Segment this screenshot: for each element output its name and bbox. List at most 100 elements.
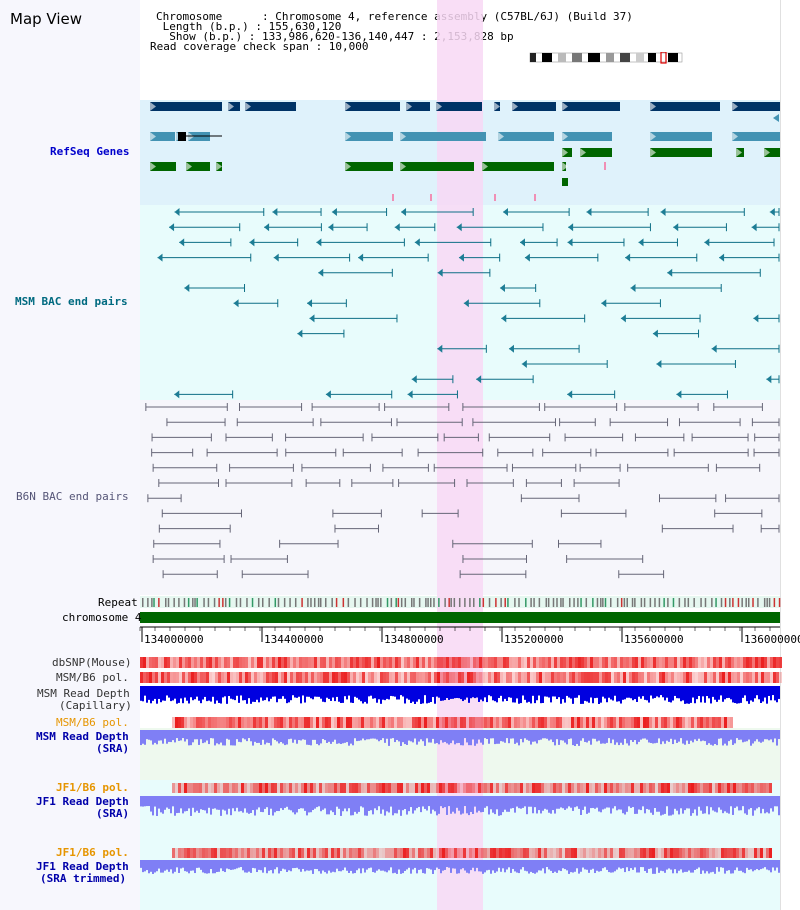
polymorphism-cell [503, 672, 506, 683]
polymorphism-cell [416, 672, 419, 683]
polymorphism-cell [743, 657, 746, 668]
read-depth-bar [364, 730, 366, 741]
read-depth-bar [646, 860, 648, 873]
polymorphism-cell [562, 848, 565, 858]
read-depth-bar [268, 730, 270, 743]
read-depth-bar [776, 686, 778, 703]
gene-block [186, 162, 210, 171]
read-depth-bar [394, 730, 396, 743]
jf1-b6-pol-trim-label[interactable]: JF1/B6 pol. [56, 846, 129, 859]
read-depth-bar [184, 730, 186, 742]
read-depth-bar [270, 860, 272, 871]
polymorphism-cell [466, 783, 469, 793]
b6n-bac-label[interactable]: B6N BAC end pairs [16, 490, 129, 503]
dbsnp-label[interactable]: dbSNP(Mouse) [52, 656, 132, 669]
polymorphism-cell [407, 657, 410, 668]
read-depth-bar [482, 730, 484, 745]
polymorphism-cell [679, 717, 682, 728]
polymorphism-cell [692, 657, 695, 668]
repeat-element [596, 598, 599, 607]
read-depth-bar [280, 796, 282, 809]
polymorphism-cell [542, 657, 545, 668]
repeat-element [335, 598, 338, 607]
read-depth-bar [364, 796, 366, 816]
polymorphism-cell [218, 657, 221, 668]
read-depth-bar [498, 796, 500, 816]
read-depth-bar [284, 860, 286, 870]
read-depth-bar [334, 686, 336, 702]
polymorphism-cell [706, 717, 709, 728]
polymorphism-cell [683, 657, 686, 668]
jf1-b6-pol-label[interactable]: JF1/B6 pol. [56, 781, 129, 794]
read-depth-bar [666, 686, 668, 698]
polymorphism-cell [589, 783, 592, 793]
read-depth-bar [474, 686, 476, 699]
polymorphism-cell [703, 848, 706, 858]
polymorphism-cell [286, 717, 289, 728]
read-depth-bar [662, 860, 664, 872]
read-depth-bar [634, 796, 636, 814]
repeat-element [283, 598, 286, 607]
polymorphism-cell [556, 783, 559, 793]
polymorphism-cell [460, 717, 463, 728]
read-depth-bar [194, 730, 196, 740]
read-depth-bar [378, 860, 380, 870]
polymorphism-cell [223, 783, 226, 793]
read-depth-bar [406, 796, 408, 815]
chromosome-ideogram[interactable] [528, 52, 688, 64]
read-depth-bar [720, 730, 722, 739]
polymorphism-cell [736, 848, 739, 858]
read-depth-bar [664, 730, 666, 744]
polymorphism-cell [764, 672, 767, 683]
read-depth-bar [634, 860, 636, 868]
polymorphism-cell [232, 783, 235, 793]
read-depth-bar [774, 860, 776, 871]
jf1-depth-label[interactable]: JF1 Read Depth [36, 795, 129, 808]
polymorphism-cell [596, 672, 599, 683]
read-depth-bar [668, 686, 670, 702]
read-depth-bar [406, 686, 408, 699]
polymorphism-cell [532, 717, 535, 728]
msm-b6-pol-label[interactable]: MSM/B6 pol. [56, 671, 129, 684]
read-depth-bar [258, 860, 260, 870]
polymorphism-cell [586, 848, 589, 858]
refseq-genes-label[interactable]: RefSeq Genes [50, 145, 130, 158]
selection-highlight[interactable] [437, 0, 483, 910]
read-depth-bar [440, 796, 442, 807]
polymorphism-cell [680, 657, 683, 668]
read-depth-bar [154, 686, 156, 699]
read-depth-bar [664, 686, 666, 701]
read-depth-bar [310, 796, 312, 813]
read-depth-bar [224, 860, 226, 873]
read-depth-bar [424, 796, 426, 809]
polymorphism-cell [533, 672, 536, 683]
read-depth-bar [712, 686, 714, 697]
polymorphism-cell [568, 848, 571, 858]
jf1-depth-trim-label[interactable]: JF1 Read Depth [36, 860, 129, 873]
msm-b6-pol-sra-label[interactable]: MSM/B6 pol. [56, 716, 129, 729]
read-depth-bar [448, 686, 450, 700]
polymorphism-cell [422, 657, 425, 668]
read-depth-bar [570, 796, 572, 808]
read-depth-bar [242, 796, 244, 813]
msm-bac-label[interactable]: MSM BAC end pairs [15, 295, 128, 308]
chromosome-label[interactable]: chromosome 4 [62, 611, 142, 624]
read-depth-bar [650, 686, 652, 696]
gene-block [400, 132, 486, 141]
read-depth-bar [396, 686, 398, 700]
msm-depth-sra-label[interactable]: MSM Read Depth [36, 730, 129, 743]
repeat-label[interactable]: Repeat [98, 596, 138, 609]
read-depth-bar [450, 860, 452, 873]
read-depth-bar [292, 796, 294, 813]
polymorphism-cell [469, 783, 472, 793]
msm-depth-capillary-label[interactable]: MSM Read Depth [37, 687, 130, 700]
read-depth-bar [340, 686, 342, 704]
read-depth-bar [206, 796, 208, 814]
polymorphism-cell [698, 672, 701, 683]
read-depth-bar [550, 730, 552, 740]
read-depth-bar [600, 860, 602, 872]
polymorphism-cell [448, 783, 451, 793]
read-depth-bar [476, 686, 478, 698]
polymorphism-cell [386, 657, 389, 668]
